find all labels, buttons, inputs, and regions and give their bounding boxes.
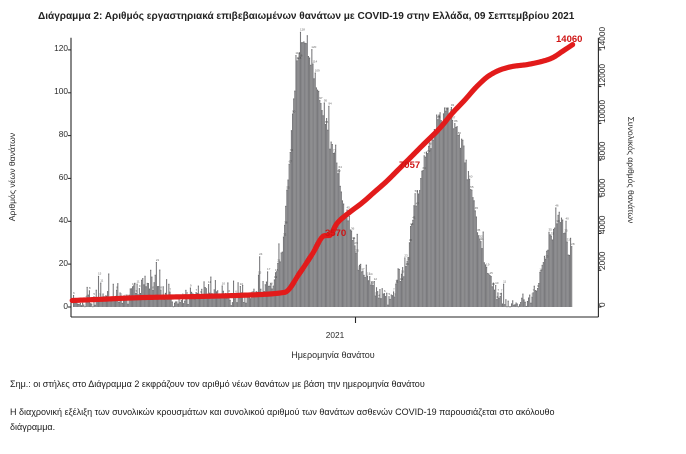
svg-text:11: 11 <box>208 280 211 284</box>
svg-text:31: 31 <box>480 237 484 241</box>
svg-text:41: 41 <box>412 216 416 220</box>
svg-text:6: 6 <box>384 289 386 293</box>
svg-text:9: 9 <box>190 283 192 287</box>
svg-text:45: 45 <box>475 206 479 210</box>
svg-text:15: 15 <box>98 272 102 276</box>
svg-text:47: 47 <box>416 201 420 205</box>
svg-text:80: 80 <box>458 131 462 135</box>
svg-text:19: 19 <box>486 263 490 267</box>
svg-text:6: 6 <box>228 289 230 293</box>
svg-text:35: 35 <box>477 228 481 232</box>
svg-text:72: 72 <box>333 149 337 153</box>
svg-text:9: 9 <box>139 284 141 288</box>
svg-text:97: 97 <box>319 96 323 100</box>
svg-text:39: 39 <box>556 219 560 223</box>
svg-text:7: 7 <box>501 289 503 293</box>
svg-text:19: 19 <box>405 262 409 266</box>
svg-text:10: 10 <box>370 280 374 284</box>
svg-text:23: 23 <box>545 254 549 258</box>
svg-text:31: 31 <box>567 237 571 241</box>
svg-text:95: 95 <box>324 98 328 102</box>
svg-text:36: 36 <box>351 226 355 230</box>
svg-text:10: 10 <box>132 282 136 286</box>
svg-text:14: 14 <box>369 272 373 276</box>
svg-text:17: 17 <box>267 267 271 271</box>
svg-text:30: 30 <box>409 238 413 242</box>
svg-text:8: 8 <box>160 285 162 289</box>
svg-text:31: 31 <box>352 236 356 240</box>
svg-text:86: 86 <box>454 119 458 123</box>
svg-text:64: 64 <box>423 166 427 170</box>
svg-text:16: 16 <box>275 268 279 272</box>
svg-text:67: 67 <box>289 160 293 164</box>
svg-text:33: 33 <box>283 232 287 236</box>
svg-text:24: 24 <box>259 252 263 256</box>
svg-text:29: 29 <box>354 241 358 245</box>
svg-text:15: 15 <box>489 271 493 275</box>
svg-text:7: 7 <box>196 288 198 292</box>
svg-text:11: 11 <box>100 278 103 282</box>
svg-text:38: 38 <box>284 221 288 225</box>
svg-text:72: 72 <box>290 148 294 152</box>
svg-text:85: 85 <box>325 120 329 124</box>
svg-text:114: 114 <box>312 59 317 63</box>
svg-text:38: 38 <box>410 222 414 226</box>
svg-text:12: 12 <box>374 277 378 281</box>
svg-text:88: 88 <box>437 115 441 119</box>
svg-text:8: 8 <box>89 286 91 290</box>
svg-text:12: 12 <box>400 277 404 281</box>
svg-text:7: 7 <box>393 287 395 291</box>
svg-text:15: 15 <box>258 270 262 274</box>
svg-text:10: 10 <box>240 282 244 286</box>
svg-text:35: 35 <box>564 228 568 232</box>
svg-text:116: 116 <box>298 53 303 57</box>
svg-text:94: 94 <box>328 102 332 106</box>
svg-text:60: 60 <box>469 175 473 179</box>
svg-text:21: 21 <box>156 258 160 262</box>
svg-text:17: 17 <box>361 267 365 271</box>
svg-text:22: 22 <box>407 257 411 261</box>
svg-text:120: 120 <box>311 45 316 49</box>
svg-text:64: 64 <box>339 165 343 169</box>
svg-text:53: 53 <box>415 189 419 193</box>
svg-text:55: 55 <box>286 186 290 190</box>
svg-text:55: 55 <box>470 185 474 189</box>
svg-text:5: 5 <box>93 292 95 296</box>
svg-text:10: 10 <box>495 281 499 285</box>
svg-text:6: 6 <box>73 291 75 295</box>
svg-text:45: 45 <box>346 205 350 209</box>
svg-text:13: 13 <box>274 275 278 279</box>
svg-text:7: 7 <box>169 287 171 291</box>
svg-text:21: 21 <box>277 259 281 263</box>
svg-text:28: 28 <box>571 242 575 246</box>
svg-text:93: 93 <box>451 103 455 107</box>
svg-text:16: 16 <box>401 269 405 273</box>
svg-text:40: 40 <box>565 217 569 221</box>
svg-text:128: 128 <box>300 28 305 32</box>
svg-text:11: 11 <box>395 279 398 283</box>
svg-text:25: 25 <box>356 248 360 252</box>
svg-text:11: 11 <box>137 279 140 283</box>
svg-text:33: 33 <box>551 231 555 235</box>
svg-text:11: 11 <box>503 280 506 284</box>
svg-text:90: 90 <box>292 109 296 113</box>
svg-text:72: 72 <box>427 149 431 153</box>
svg-text:10: 10 <box>269 281 273 285</box>
svg-text:10: 10 <box>222 281 226 285</box>
svg-text:109: 109 <box>315 68 320 72</box>
svg-text:62: 62 <box>337 169 341 173</box>
svg-text:16: 16 <box>539 268 543 272</box>
svg-text:92: 92 <box>445 106 449 110</box>
svg-text:46: 46 <box>555 203 559 207</box>
svg-text:5: 5 <box>388 292 390 296</box>
